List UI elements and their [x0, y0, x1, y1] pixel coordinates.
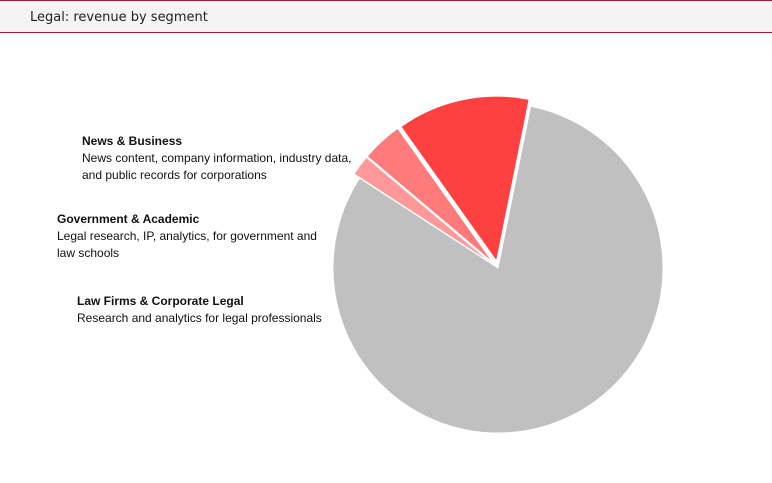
chart-header: Legal: revenue by segment: [0, 0, 772, 33]
segment-description: News content, company information, indus…: [82, 151, 352, 182]
pie-slice-law-firms-corporate-legal: [400, 95, 530, 263]
segment-name: Government & Academic: [57, 212, 200, 226]
pie-slices: [332, 95, 664, 434]
segment-name: Law Firms & Corporate Legal: [77, 294, 244, 308]
pie-slice-government-academic: [366, 127, 494, 264]
label-news-business: News & Business News content, company in…: [82, 133, 352, 184]
segment-description: Research and analytics for legal profess…: [77, 311, 322, 325]
segment-description: Legal research, IP, analytics, for gover…: [57, 229, 317, 260]
segment-name: News & Business: [82, 134, 183, 148]
label-law-firms-corporate: Law Firms & Corporate Legal Research and…: [77, 293, 377, 327]
pie-slice-remaining: [332, 105, 664, 434]
chart-title: Legal: revenue by segment: [30, 10, 208, 25]
pie-slice-news-business: [353, 156, 493, 265]
label-government-academic: Government & Academic Legal research, IP…: [57, 211, 319, 262]
